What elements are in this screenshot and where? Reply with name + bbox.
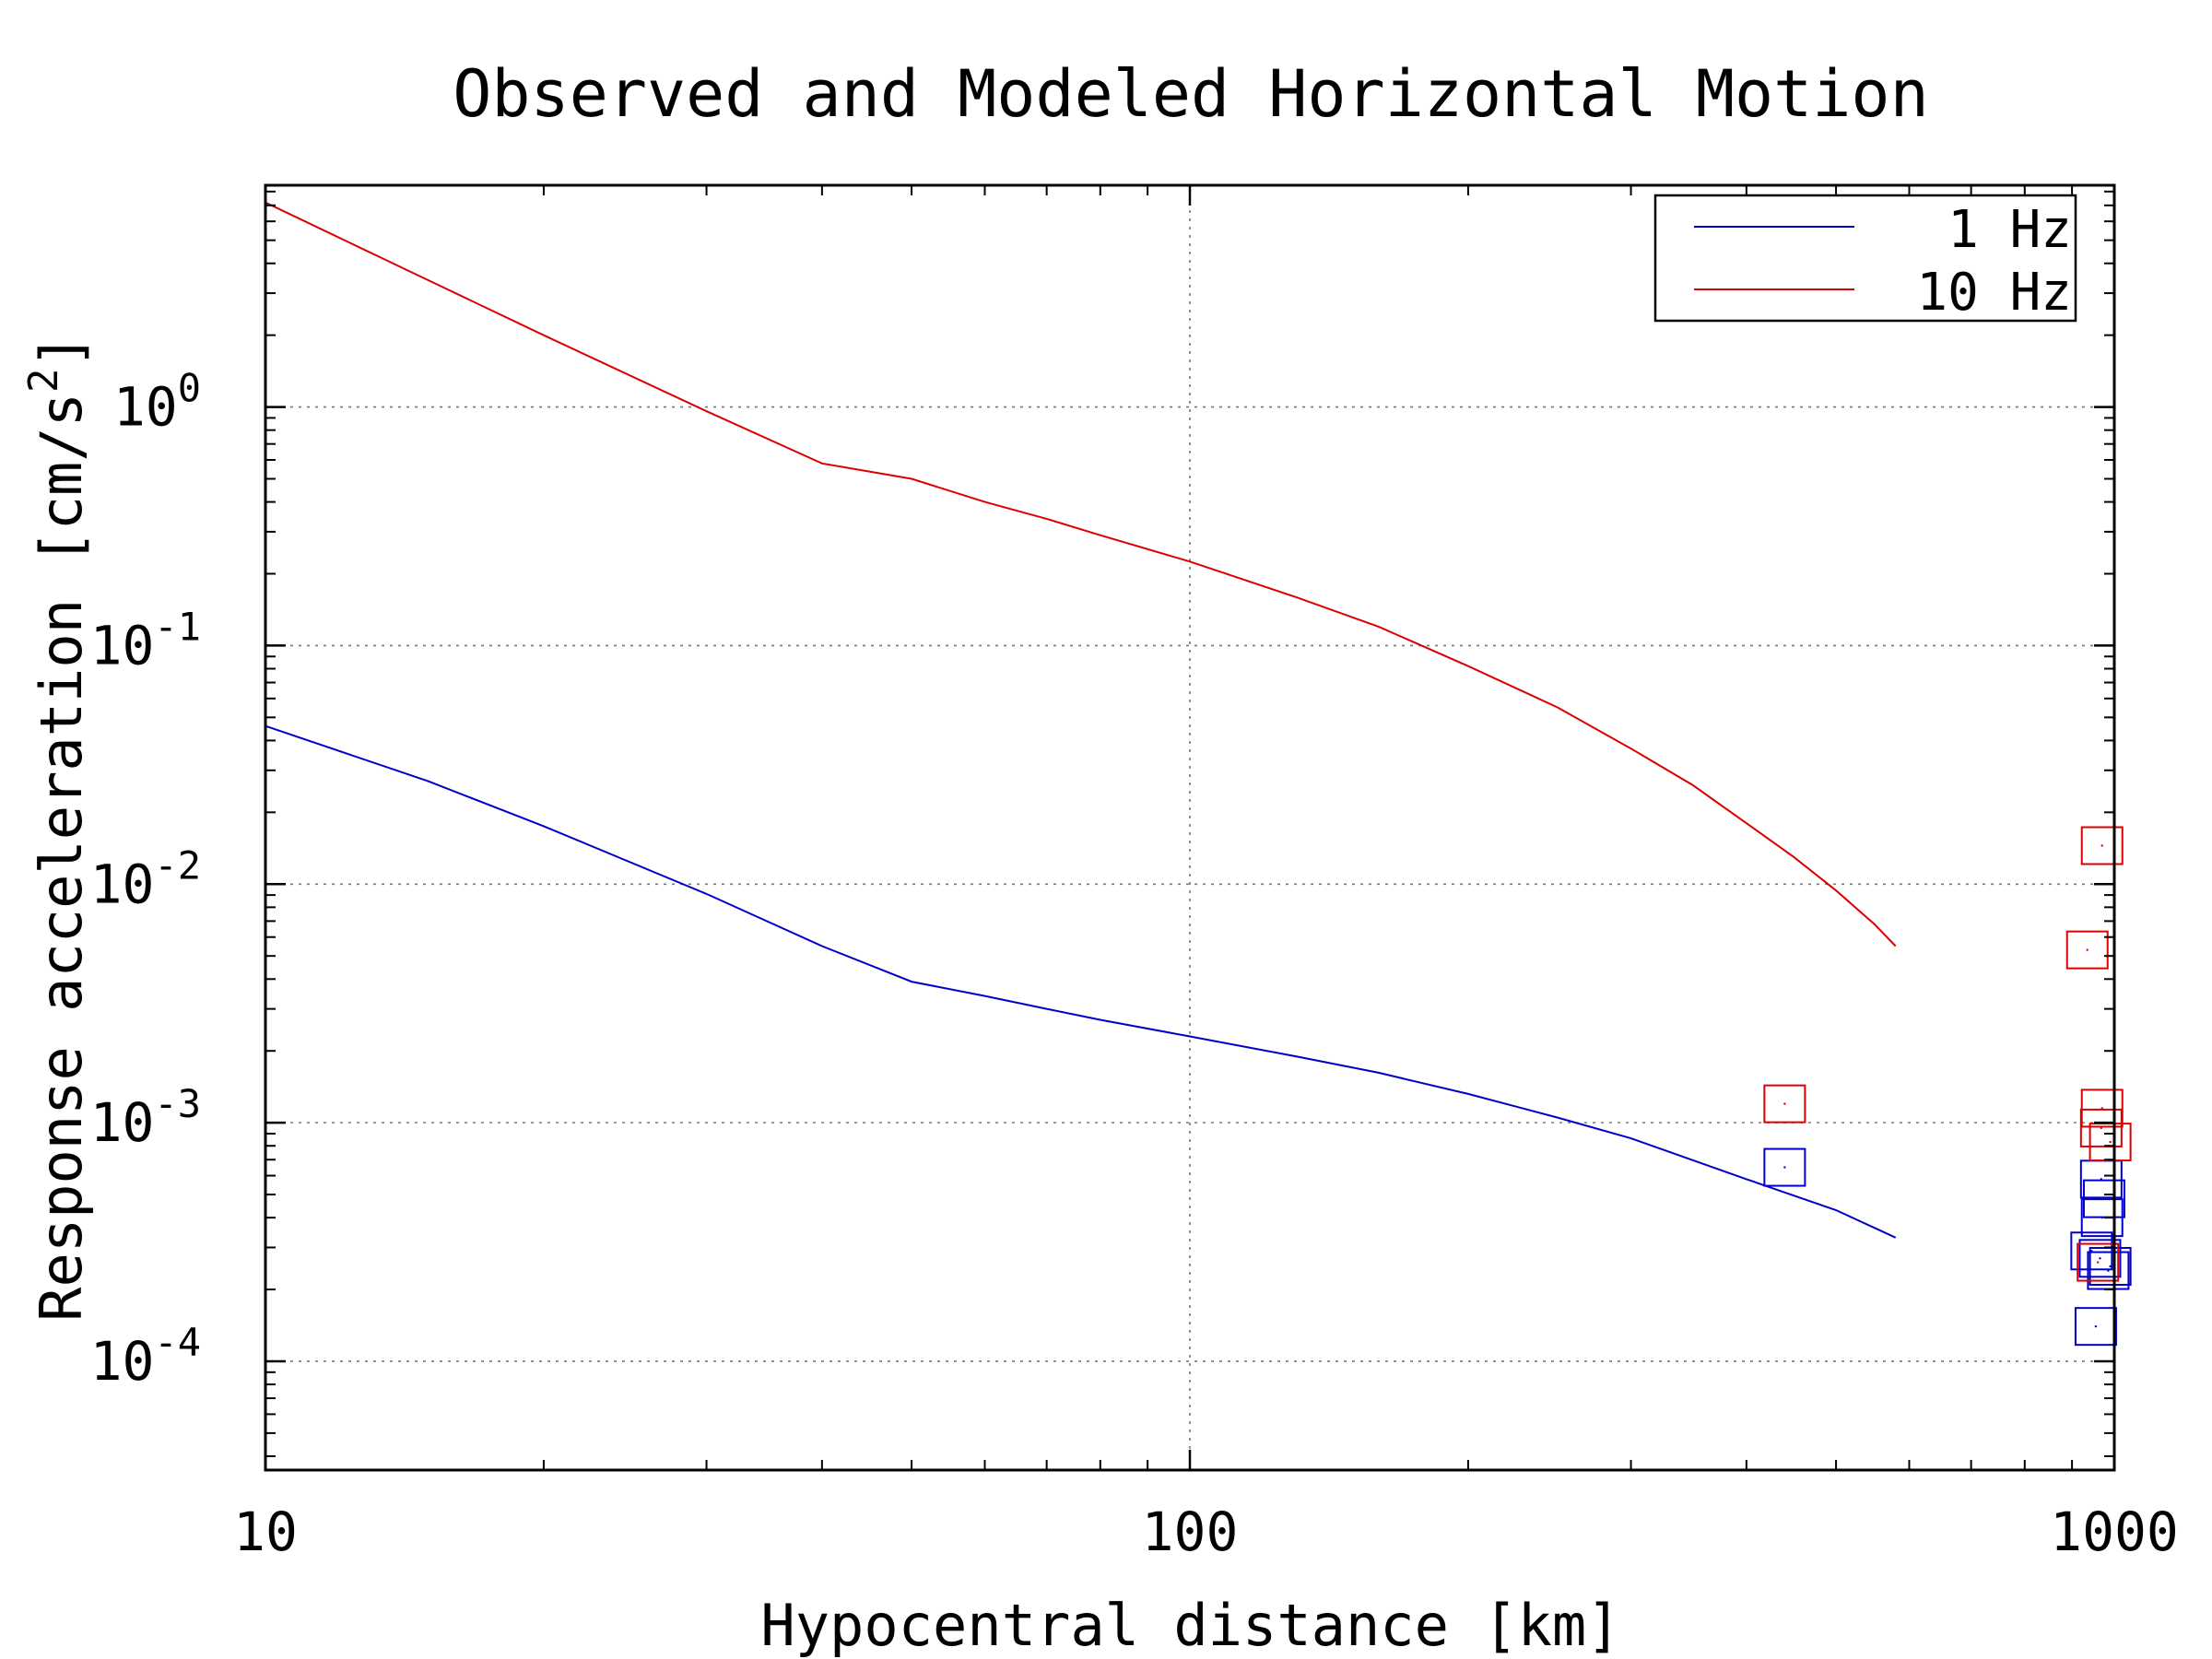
y-tick-exponent: 0 [178,366,201,411]
observed-point-center-1hz [2100,1216,2103,1219]
x-tick-label: 100 [1142,1500,1239,1563]
y-tick-exponent: -4 [154,1320,201,1365]
observed-point-1hz [2080,1198,2124,1238]
observed-markers [1763,826,2132,1347]
observed-point-center-1hz [2109,1265,2112,1268]
x-tick-label: 10 [233,1500,298,1563]
observed-point-10hz [2080,1088,2124,1128]
observed-point-1hz [2070,1231,2113,1271]
y-tick-exponent: -3 [154,1081,201,1126]
series-lines [265,201,1897,1239]
axis-ticks [264,185,2116,1470]
observed-point-1hz [1763,1147,1806,1187]
y-tick-label: 10-3 [90,1081,201,1154]
y-axis-label: Response acceleration [cm/s2] [20,334,95,1322]
y-axis-label-sup: 2 [20,368,67,393]
x-tick-labels: 10 100 1000 [233,1500,2179,1563]
y-tick-label: 10-4 [90,1320,201,1393]
y-tick-label: 10-1 [90,604,201,677]
observed-point-1hz [2078,1239,2122,1278]
observed-point-center-10hz [2097,1261,2100,1264]
plot-frame [264,183,2116,1472]
y-tick-base: 10 [90,614,155,677]
model-line-10hz [265,201,1897,947]
legend-label-10hz: 10 Hz [1916,263,2072,323]
model-line-1hz [265,724,1897,1239]
chart-title: Observed and Modeled Horizontal Motion [453,56,1928,132]
y-tick-label: 100 [113,366,201,439]
observed-point-10hz [2080,826,2124,865]
y-tick-exponent: -1 [154,604,201,649]
y-tick-base: 10 [113,376,178,439]
observed-point-1hz [2074,1307,2117,1347]
observed-point-10hz [2065,930,2109,970]
observed-point-center-10hz [2100,844,2103,847]
legend: 1 Hz 10 Hz [1653,194,2077,323]
observed-point-center-10hz [2100,1126,2103,1130]
observed-point-center-1hz [2099,1257,2101,1260]
legend-box [1653,194,2077,323]
y-axis-label-close: ] [28,334,95,368]
grid [265,185,2114,1470]
legend-label-1hz: 1 Hz [1947,200,2072,260]
y-tick-base: 10 [90,1091,155,1154]
observed-point-10hz [1763,1084,1806,1124]
observed-point-center-1hz [2107,1269,2110,1272]
y-tick-exponent: -2 [154,842,201,888]
observed-point-10hz [2079,1108,2123,1147]
x-tick-label: 1000 [2050,1500,2179,1563]
y-tick-label: 10-2 [90,842,201,915]
y-axis-label-main: Response acceleration [cm/s [28,393,95,1322]
observed-point-10hz [2077,1242,2120,1282]
observed-point-center-1hz [2094,1324,2098,1328]
observed-point-center-10hz [2086,948,2088,951]
observed-point-center-10hz [1783,1102,1786,1105]
observed-point-center-10hz [2109,1140,2112,1144]
observed-point-center-1hz [1783,1166,1786,1169]
x-axis-label: Hypocentral distance [km] [760,1592,1620,1659]
y-tick-base: 10 [90,853,155,915]
y-tick-base: 10 [90,1330,155,1393]
